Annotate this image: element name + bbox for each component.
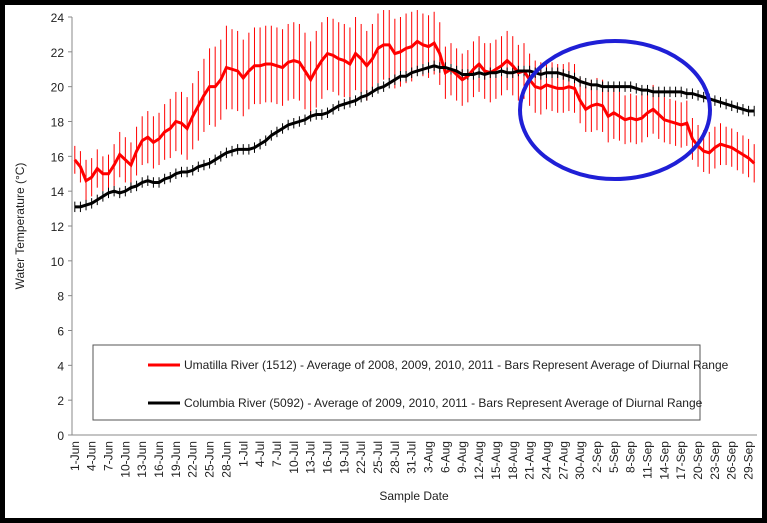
x-tick-label: 9-Aug (455, 441, 469, 473)
x-tick-label: 1-Jul (236, 441, 250, 467)
x-tick-label: 14-Sep (657, 441, 671, 480)
x-tick-label: 16-Jul (320, 441, 334, 474)
x-tick-label: 23-Sep (708, 441, 722, 480)
x-tick-label: 25-Jun (203, 441, 217, 478)
x-tick-label: 28-Jun (219, 441, 233, 478)
y-tick-label: 24 (51, 11, 65, 25)
y-tick-label: 12 (51, 220, 65, 234)
series-line (74, 64, 755, 209)
y-tick-label: 6 (57, 325, 64, 339)
y-axis-label: Water Temperature (°C) (13, 163, 27, 290)
y-tick-label: 4 (57, 359, 64, 373)
legend-label: Umatilla River (1512) - Average of 2008,… (184, 358, 729, 372)
x-tick-label: 24-Aug (539, 441, 553, 480)
x-tick-label: 22-Jul (354, 441, 368, 474)
legend-label: Columbia River (5092) - Average of 2009,… (184, 396, 703, 410)
x-tick-label: 18-Aug (506, 441, 520, 480)
x-tick-label: 2-Sep (590, 441, 604, 473)
y-tick-label: 0 (57, 429, 64, 443)
x-tick-label: 19-Jul (337, 441, 351, 474)
x-tick-label: 8-Sep (624, 441, 638, 473)
x-tick-label: 13-Jul (304, 441, 318, 474)
x-tick-label: 10-Jul (287, 441, 301, 474)
x-tick-label: 11-Sep (641, 441, 655, 479)
x-tick-label: 6-Aug (438, 441, 452, 473)
x-tick-label: 4-Jul (253, 441, 267, 467)
x-tick-label: 20-Sep (691, 441, 705, 480)
x-tick-label: 22-Jun (186, 441, 200, 478)
x-tick-label: 13-Jun (135, 441, 149, 478)
x-tick-label: 7-Jul (270, 441, 284, 467)
highlight-ellipse (518, 39, 712, 181)
x-tick-label: 25-Jul (371, 441, 385, 474)
x-tick-label: 28-Jul (388, 441, 402, 474)
x-tick-label: 17-Sep (674, 441, 688, 480)
x-tick-label: 10-Jun (118, 441, 132, 478)
x-tick-label: 19-Jun (169, 441, 183, 478)
x-axis-label: Sample Date (379, 489, 449, 503)
x-tick-label: 27-Aug (556, 441, 570, 480)
x-tick-label: 4-Jun (85, 441, 99, 471)
x-tick-label: 5-Sep (607, 441, 621, 473)
y-tick-label: 8 (57, 290, 64, 304)
x-tick-label: 31-Jul (405, 441, 419, 474)
x-tick-label: 1-Jun (68, 441, 82, 471)
x-tick-label: 12-Aug (472, 441, 486, 480)
x-tick-label: 7-Jun (101, 441, 115, 471)
y-tick-label: 22 (51, 46, 65, 60)
legend (92, 344, 701, 421)
y-tick-label: 18 (51, 116, 65, 130)
x-tick-label: 30-Aug (573, 441, 587, 480)
y-tick-label: 14 (51, 185, 65, 199)
x-tick-label: 3-Aug (422, 441, 436, 473)
y-tick-label: 2 (57, 394, 64, 408)
x-tick-label: 16-Jun (152, 441, 166, 478)
y-tick-label: 20 (51, 81, 65, 95)
series-line (73, 39, 756, 183)
y-tick-label: 10 (51, 255, 65, 269)
x-tick-label: 21-Aug (523, 441, 537, 480)
x-tick-label: 15-Aug (489, 441, 503, 480)
x-tick-label: 29-Sep (742, 441, 756, 480)
y-tick-label: 16 (51, 150, 65, 164)
x-tick-label: 26-Sep (725, 441, 739, 480)
